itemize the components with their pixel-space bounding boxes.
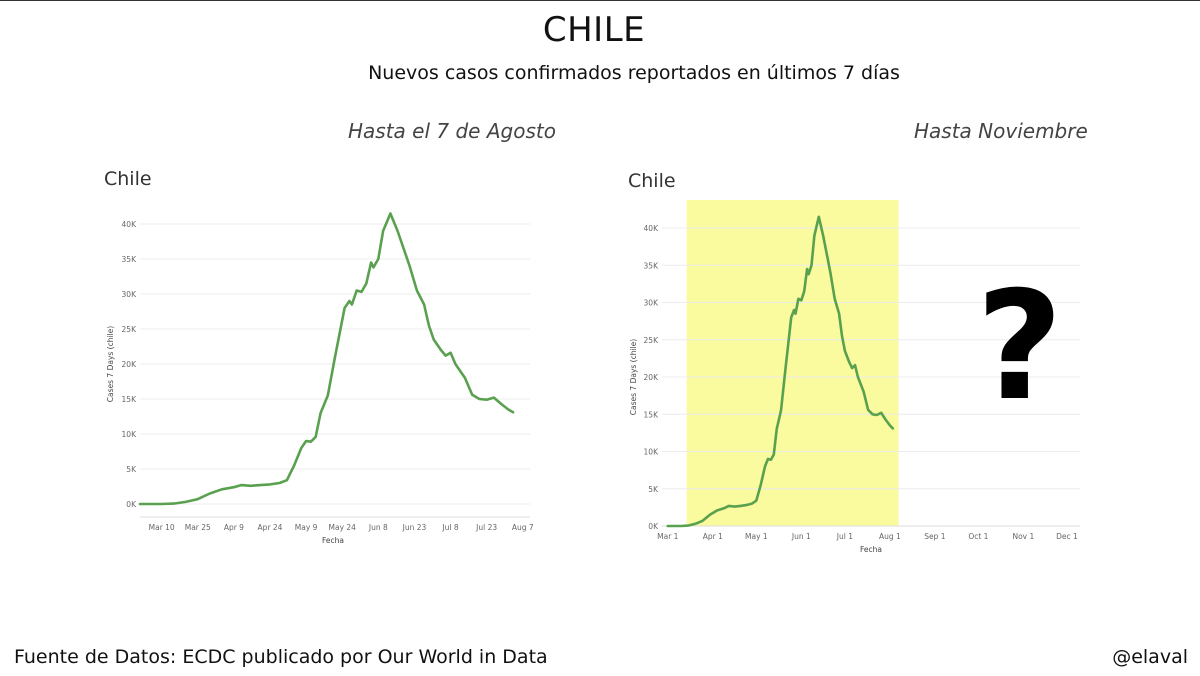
y-axis-title: Cases 7 Days (chile) [629,339,638,415]
x-tick-label: Jun 8 [368,523,388,532]
page-subtitle: Nuevos casos confirmados reportados en ú… [368,62,900,84]
x-tick-label: May 1 [745,532,768,541]
y-tick-label: 15K [122,395,138,404]
x-axis-title: Fecha [860,545,882,554]
y-tick-label: 25K [122,325,138,334]
x-tick-label: Apr 24 [258,523,283,532]
y-tick-label: 20K [122,360,138,369]
x-tick-label: May 24 [329,523,357,532]
y-tick-label: 15K [644,410,660,419]
y-tick-label: 30K [122,290,138,299]
x-tick-label: Mar 25 [185,523,211,532]
x-tick-label: Dec 1 [1056,532,1078,541]
y-tick-label: 10K [122,430,138,439]
y-tick-label: 40K [644,224,660,233]
x-tick-label: Apr 9 [224,523,244,532]
author-handle: @elaval [1112,646,1188,668]
x-tick-label: Aug 7 [512,523,534,532]
question-mark: ? [976,260,1064,434]
top-border-line [0,0,1200,1]
y-tick-label: 5K [126,465,137,474]
y-tick-label: 0K [648,522,659,531]
x-tick-label: Mar 10 [149,523,175,532]
y-tick-label: 35K [122,255,138,264]
highlight-band [686,200,899,526]
x-tick-label: Nov 1 [1012,532,1034,541]
series-line [138,212,515,506]
x-tick-label: Jul 1 [836,532,853,541]
x-tick-label: Jun 23 [402,523,427,532]
data-source-credit: Fuente de Datos: ECDC publicado por Our … [14,646,548,668]
x-tick-label: Jul 23 [475,523,497,532]
y-tick-label: 20K [644,373,660,382]
x-tick-label: Mar 1 [657,532,679,541]
x-tick-label: Apr 1 [703,532,723,541]
x-tick-label: May 9 [295,523,318,532]
y-tick-label: 5K [648,485,659,494]
page-title: CHILE [542,10,646,50]
chart-title-left: Chile [104,168,152,190]
y-tick-label: 10K [644,448,660,457]
series-line [666,215,895,528]
section-label-right: Hasta Noviembre [914,119,1088,143]
y-tick-label: 25K [644,336,660,345]
x-tick-label: Oct 1 [968,532,988,541]
x-tick-label: Jun 1 [791,532,811,541]
x-tick-label: Jul 8 [441,523,458,532]
x-tick-label: Aug 1 [879,532,901,541]
x-tick-label: Sep 1 [924,532,946,541]
y-axis-title: Cases 7 Days (chile) [106,326,115,402]
y-tick-label: 30K [644,299,660,308]
y-tick-label: 40K [122,220,138,229]
section-label-left: Hasta el 7 de Agosto [348,119,556,143]
chart-title-right: Chile [628,170,676,192]
y-tick-label: 35K [644,261,660,270]
x-axis-title: Fecha [322,536,344,545]
y-tick-label: 0K [126,500,137,509]
